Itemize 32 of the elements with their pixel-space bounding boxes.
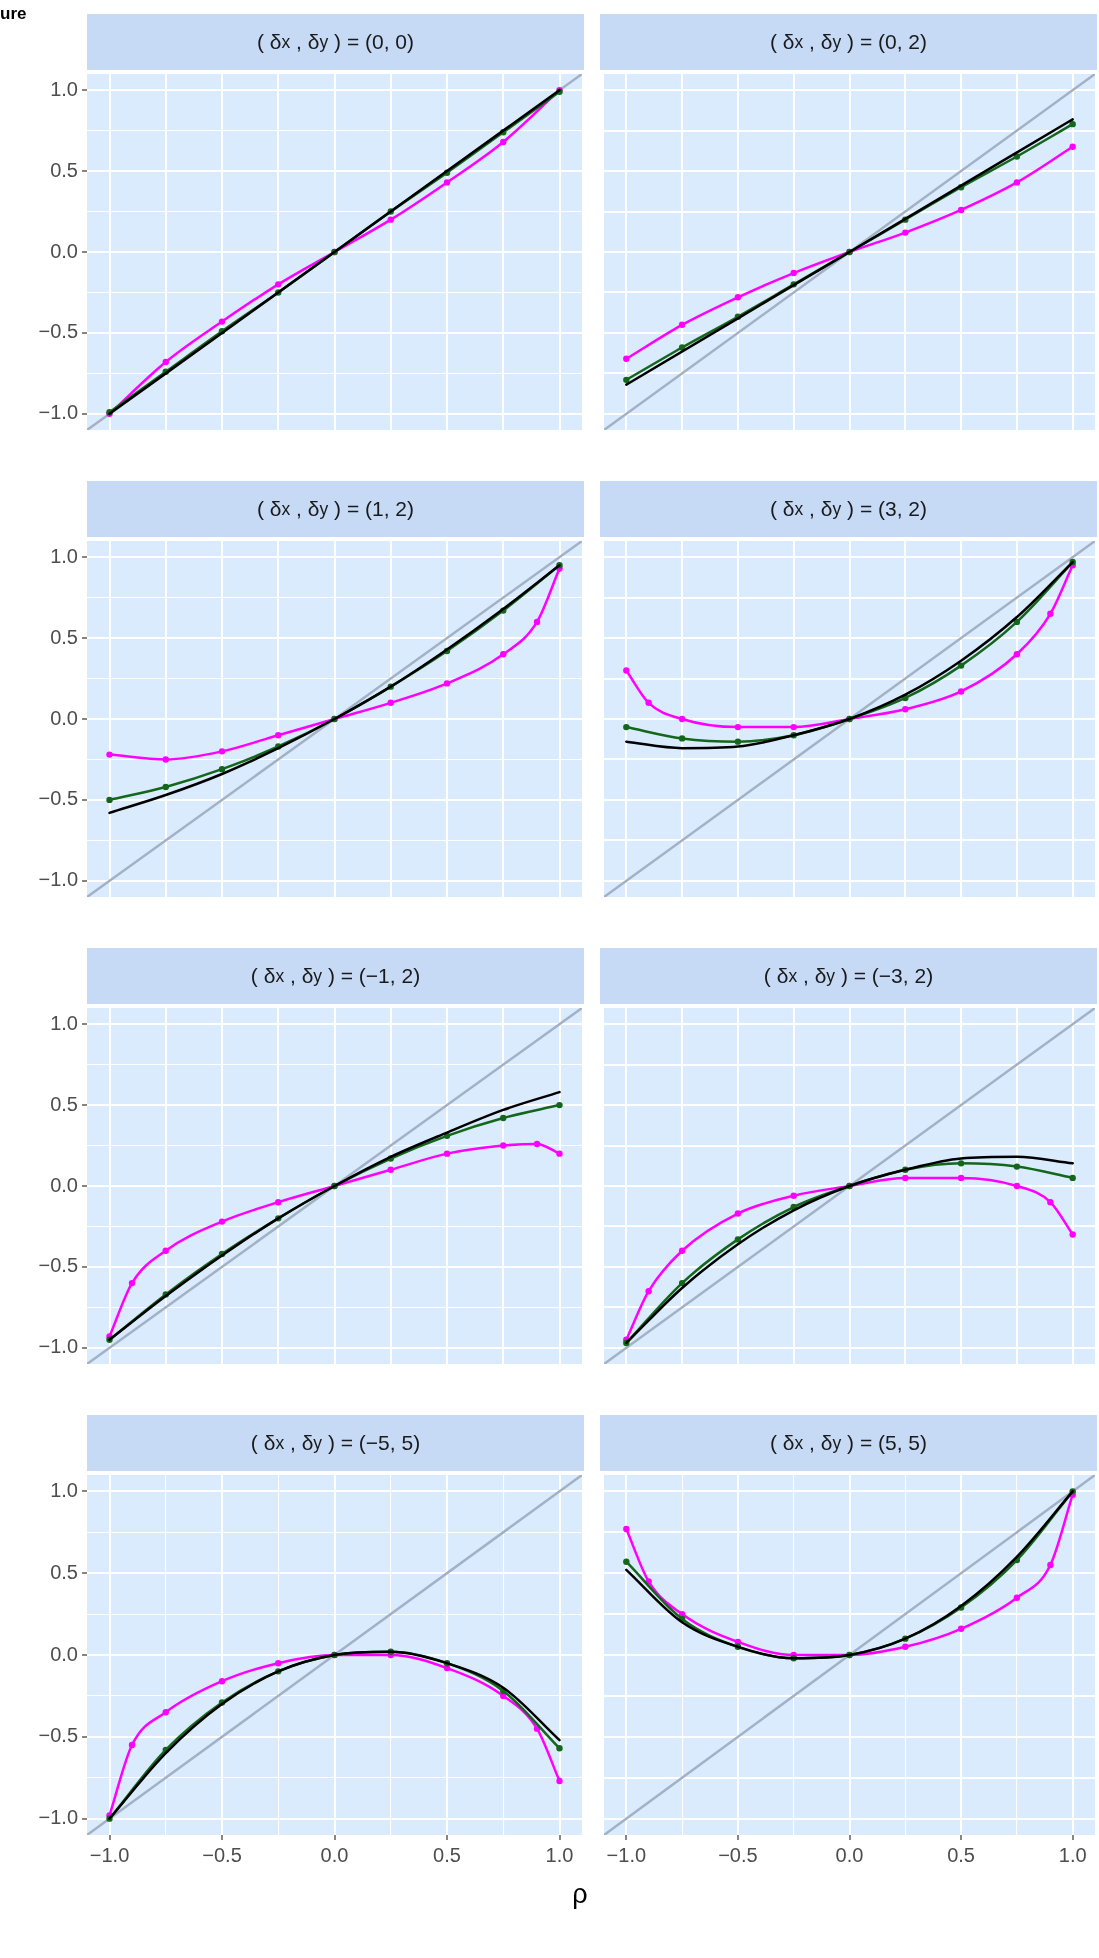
y-tick-label: 0.5 — [50, 158, 78, 181]
x-tick-label: −1.0 — [89, 1843, 130, 1866]
y-tick-label: 0.5 — [50, 625, 78, 648]
y-tick-label: 1.0 — [50, 1478, 78, 1501]
y-tick-label: −1.0 — [38, 868, 78, 891]
x-tick-label: −0.5 — [202, 1843, 242, 1866]
x-axis-title: ρ — [571, 1879, 589, 1910]
x-tick-label: 1.0 — [545, 1843, 574, 1866]
y-tick-label: 1.0 — [50, 77, 78, 100]
y-tick-label: −0.5 — [38, 1254, 78, 1277]
x-tick-label: 0.5 — [433, 1843, 461, 1866]
y-tick-label: 1.0 — [50, 544, 78, 567]
y-tick-label: 0.5 — [50, 1560, 78, 1583]
x-tick-label: −1.0 — [606, 1843, 647, 1866]
x-tick-label: 0.5 — [947, 1843, 975, 1866]
y-tick-label: −1.0 — [38, 1335, 78, 1358]
y-tick-label: 0.0 — [50, 706, 78, 729]
y-tick-label: 0.0 — [50, 1642, 78, 1665]
y-tick-label: 1.0 — [50, 1011, 78, 1034]
y-tick-label: 0.0 — [50, 239, 78, 262]
y-tick-label: −0.5 — [38, 320, 78, 343]
y-tick-label: 0.5 — [50, 1092, 78, 1115]
x-tick-label: 0.0 — [320, 1843, 349, 1866]
text: ure — [0, 4, 27, 24]
x-tick-label: −0.5 — [718, 1843, 758, 1866]
x-tick-label: 0.0 — [835, 1843, 864, 1866]
y-tick-label: −1.0 — [38, 1806, 78, 1829]
y-tick-label: −1.0 — [38, 401, 78, 424]
y-tick-label: 0.0 — [50, 1173, 78, 1196]
x-tick-label: 1.0 — [1058, 1843, 1087, 1866]
y-tick-label: −0.5 — [38, 787, 78, 810]
y-tick-label: −0.5 — [38, 1724, 78, 1747]
